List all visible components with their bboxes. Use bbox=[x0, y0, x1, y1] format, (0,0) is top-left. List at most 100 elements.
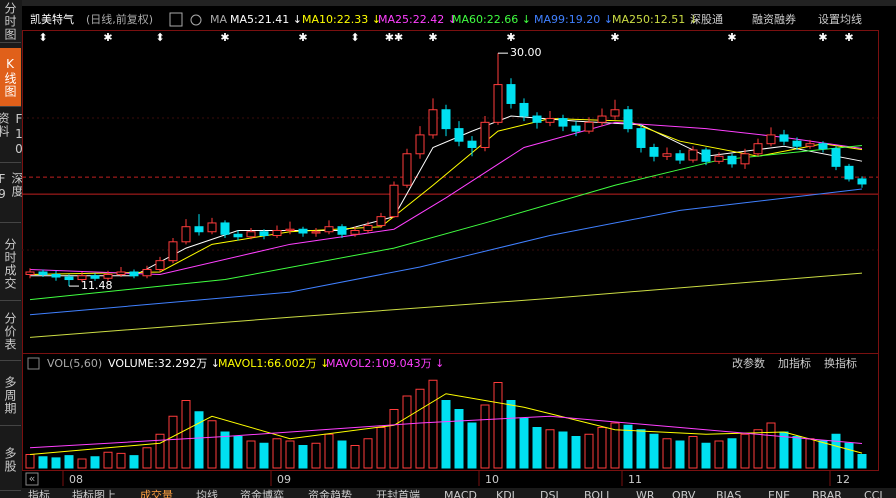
toolbar-tab[interactable]: 资金博弈 bbox=[240, 488, 284, 498]
candle-body bbox=[363, 224, 373, 231]
volume-bar bbox=[792, 436, 802, 469]
help-icon[interactable] bbox=[169, 12, 183, 27]
candle-body bbox=[454, 128, 464, 142]
volume-bar bbox=[311, 442, 321, 469]
side-tab[interactable]: 分时图 bbox=[0, 0, 21, 43]
volume-bar bbox=[285, 440, 295, 469]
toolbar-tab[interactable]: BRAR bbox=[812, 489, 842, 498]
ma-line bbox=[29, 121, 863, 276]
candle-body bbox=[116, 271, 126, 276]
event-marker[interactable]: ✱ bbox=[220, 31, 229, 44]
event-marker[interactable]: ✱ bbox=[727, 31, 736, 44]
event-marker[interactable]: ⬍ bbox=[350, 31, 359, 44]
event-marker[interactable]: ✱ bbox=[610, 31, 619, 44]
collapse-box[interactable] bbox=[27, 357, 40, 370]
candle-body bbox=[38, 271, 48, 276]
ma-value: MA250:12.51 ↓ bbox=[612, 13, 698, 26]
side-tab[interactable]: K线图 bbox=[0, 48, 21, 107]
candle-body bbox=[77, 275, 87, 281]
volume-bar bbox=[246, 440, 256, 469]
candle-body bbox=[792, 140, 802, 147]
event-marker[interactable]: ✱ bbox=[103, 31, 112, 44]
x-tick-label: 11 bbox=[628, 473, 642, 486]
event-marker[interactable]: ✱ bbox=[428, 31, 437, 44]
toolbar-tab[interactable]: 指标 bbox=[28, 488, 50, 498]
x-tick-label: 12 bbox=[836, 473, 850, 486]
stock-name: 凯美特气 bbox=[30, 12, 74, 26]
toolbar-tab[interactable]: BOLL bbox=[584, 489, 613, 498]
x-tick-label: 10 bbox=[485, 473, 499, 486]
volume-bar bbox=[688, 436, 698, 469]
toolbar-tab[interactable]: OBV bbox=[672, 489, 696, 498]
toolbar-tab[interactable]: CCI bbox=[864, 489, 883, 498]
event-marker[interactable]: ✱ bbox=[298, 31, 307, 44]
volume-bar bbox=[389, 409, 399, 469]
volume-bar bbox=[506, 400, 516, 469]
candle-body bbox=[506, 84, 516, 104]
main-frame bbox=[22, 30, 879, 354]
volume-bar bbox=[77, 458, 87, 469]
volume-bar bbox=[844, 442, 854, 469]
toolbar-tab[interactable]: WR bbox=[636, 489, 655, 498]
settings-icon[interactable] bbox=[190, 14, 202, 26]
volume-bar bbox=[584, 433, 594, 469]
vol-action[interactable]: 改参数 bbox=[732, 356, 765, 370]
volume-bar bbox=[857, 454, 867, 469]
vol-value: MAVOL2:109.043万 ↓ bbox=[326, 357, 444, 370]
toolbar-tab[interactable]: 成交量 bbox=[140, 488, 173, 498]
header-link[interactable]: 深股通 bbox=[690, 13, 723, 26]
toolbar-tab[interactable]: 均线 bbox=[196, 488, 218, 498]
candle-body bbox=[207, 222, 217, 233]
volume-bar bbox=[129, 455, 139, 469]
event-marker[interactable]: ✱ bbox=[844, 31, 853, 44]
event-marker[interactable]: ✱ bbox=[818, 31, 827, 44]
ma-value: MA99:19.20 ↓ bbox=[534, 13, 613, 26]
toolbar-tab[interactable]: MACD bbox=[444, 489, 477, 498]
header-link[interactable]: 融资融券 bbox=[752, 12, 796, 26]
side-tab[interactable]: 多周期 bbox=[0, 365, 21, 426]
scroll-left[interactable] bbox=[25, 472, 39, 486]
volume-bar bbox=[259, 442, 269, 469]
toolbar-tab[interactable]: 指标图上 bbox=[72, 488, 116, 498]
vol-action[interactable]: 加指标 bbox=[778, 356, 811, 370]
candle-body bbox=[402, 153, 412, 186]
side-tab[interactable]: F10资料 bbox=[0, 112, 26, 163]
event-marker[interactable]: ⬍ bbox=[38, 31, 47, 44]
candle-body bbox=[688, 149, 698, 161]
volume-bar bbox=[116, 452, 126, 469]
toolbar-tab[interactable]: DSI bbox=[540, 489, 559, 498]
stock-chart: « 凯美特气 (日线,前复权) MA MA5:21.41 ↓ MA10:22.33 ↓M… bbox=[22, 0, 896, 498]
volume-bar bbox=[558, 431, 568, 469]
event-marker[interactable]: ✱ bbox=[506, 31, 515, 44]
side-tab[interactable]: 分时成交 bbox=[0, 228, 21, 301]
side-tab[interactable]: 分价表 bbox=[0, 302, 21, 361]
volume-bar bbox=[480, 404, 490, 469]
toolbar-tab[interactable]: ENE bbox=[768, 489, 790, 498]
toolbar-tab[interactable]: KDJ bbox=[496, 489, 515, 498]
volume-bar bbox=[324, 433, 334, 469]
volume-bar bbox=[376, 427, 386, 469]
candle-body bbox=[103, 274, 113, 279]
event-marker[interactable]: ⬍ bbox=[155, 31, 164, 44]
candle-body bbox=[740, 153, 750, 165]
toolbar-tab[interactable]: 资金趋势 bbox=[308, 488, 352, 498]
vol-value: MAVOL1:66.002万 ↓ bbox=[218, 357, 329, 370]
toolbar-tab[interactable]: BIAS bbox=[716, 489, 741, 498]
ma-value: MA5:21.41 ↓ bbox=[230, 13, 302, 26]
side-tab[interactable]: 深度F9 bbox=[0, 172, 24, 223]
volume-bar bbox=[194, 411, 204, 469]
volume-bar bbox=[805, 438, 815, 469]
volume-bar bbox=[142, 447, 152, 469]
ma-line bbox=[29, 272, 863, 338]
header-link[interactable]: 设置均线 bbox=[818, 12, 862, 26]
volume-bar bbox=[610, 422, 620, 469]
vol-action[interactable]: 换指标 bbox=[824, 356, 857, 370]
candle-body bbox=[662, 153, 672, 157]
candle-body bbox=[181, 226, 191, 243]
event-marker[interactable]: ✱✱ bbox=[385, 31, 403, 44]
side-tab[interactable]: 多股 bbox=[0, 430, 21, 491]
volume-bar bbox=[337, 440, 347, 469]
candle-body bbox=[753, 143, 763, 155]
volume-bar bbox=[415, 388, 425, 469]
toolbar-tab[interactable]: 开封首端 bbox=[376, 488, 420, 498]
